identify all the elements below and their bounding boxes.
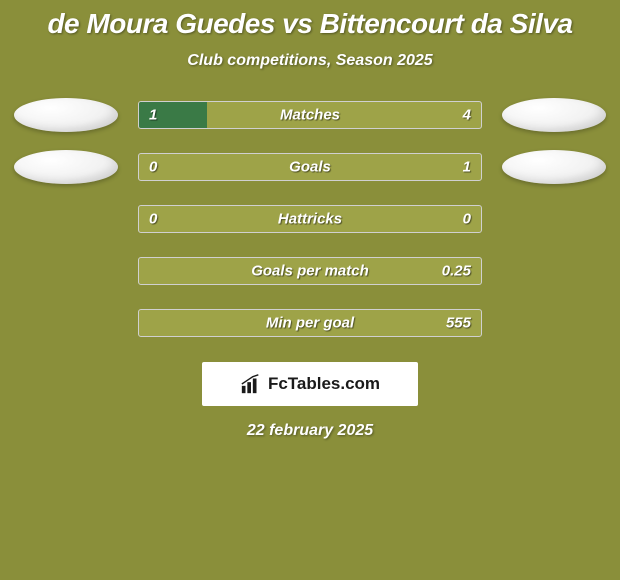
date-label: 22 february 2025 — [0, 422, 620, 440]
comparison-row: 0 Hattricks 0 — [0, 202, 620, 236]
comparison-rows: 1 Matches 4 0 Goals 1 0 — [0, 98, 620, 340]
bar-track: Goals per match 0.25 — [138, 257, 482, 285]
bar-track: Min per goal 555 — [138, 309, 482, 337]
value-right: 0 — [463, 211, 471, 228]
value-left: 0 — [149, 211, 157, 228]
page-title: de Moura Guedes vs Bittencourt da Silva — [0, 8, 620, 40]
player-ball-left — [14, 98, 118, 132]
player-ball-right — [502, 98, 606, 132]
bar-track: 0 Goals 1 — [138, 153, 482, 181]
value-right: 555 — [446, 315, 471, 332]
ball-placeholder — [14, 306, 118, 340]
value-left: 0 — [149, 159, 157, 176]
comparison-row: 0 Goals 1 — [0, 150, 620, 184]
metric-label: Min per goal — [266, 315, 354, 332]
brand-name: FcTables.com — [268, 374, 380, 394]
value-left: 1 — [149, 107, 157, 124]
value-right: 1 — [463, 159, 471, 176]
comparison-infographic: de Moura Guedes vs Bittencourt da Silva … — [0, 0, 620, 440]
ball-placeholder — [502, 254, 606, 288]
ball-placeholder — [14, 202, 118, 236]
ball-placeholder — [502, 306, 606, 340]
player-ball-right — [502, 150, 606, 184]
subtitle: Club competitions, Season 2025 — [0, 52, 620, 70]
bar-track: 1 Matches 4 — [138, 101, 482, 129]
brand-link[interactable]: FcTables.com — [202, 362, 418, 406]
bar-chart-icon — [240, 373, 262, 395]
ball-placeholder — [14, 254, 118, 288]
value-right: 4 — [463, 107, 471, 124]
metric-label: Goals per match — [251, 263, 369, 280]
value-right: 0.25 — [442, 263, 471, 280]
metric-label: Hattricks — [278, 211, 342, 228]
comparison-row: Goals per match 0.25 — [0, 254, 620, 288]
ball-placeholder — [502, 202, 606, 236]
bar-track: 0 Hattricks 0 — [138, 205, 482, 233]
metric-label: Goals — [289, 159, 331, 176]
comparison-row: 1 Matches 4 — [0, 98, 620, 132]
comparison-row: Min per goal 555 — [0, 306, 620, 340]
player-ball-left — [14, 150, 118, 184]
metric-label: Matches — [280, 107, 340, 124]
